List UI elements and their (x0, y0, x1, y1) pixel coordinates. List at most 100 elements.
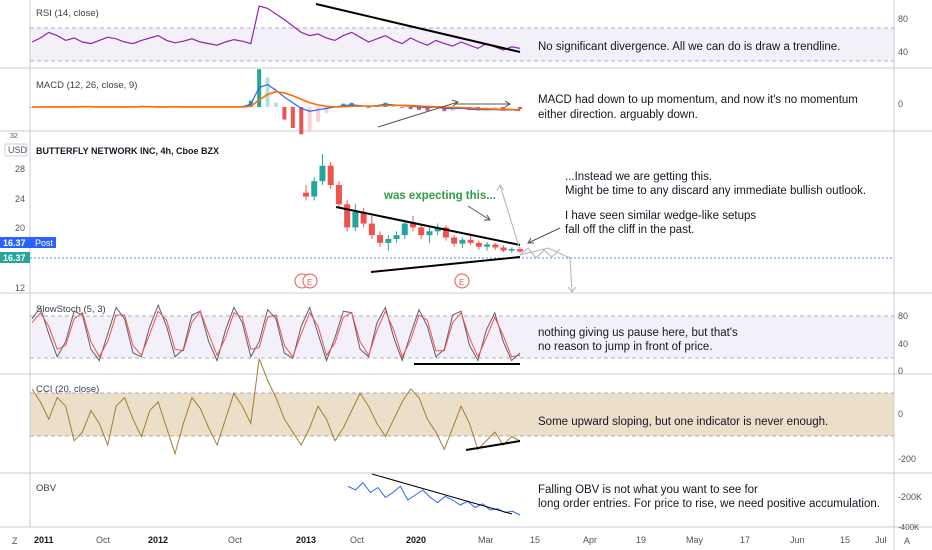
cci-line (31, 358, 521, 456)
price-tick: 24 (15, 194, 25, 204)
macd-histogram-bar (290, 107, 295, 128)
macd-histogram-bar (400, 107, 405, 108)
candle-body (401, 223, 408, 236)
candle-body (377, 235, 384, 243)
obv-label: OBV (36, 483, 57, 494)
rsi-trendline (315, 3, 521, 53)
stoch-series-group (31, 303, 521, 363)
last-price-value: 16.37 (3, 253, 26, 263)
candle-body (500, 247, 507, 251)
stoch-band (30, 316, 894, 358)
macd-histogram-bar (509, 107, 514, 108)
obv-tick: -200K (898, 492, 922, 502)
price-tick: 32 (10, 133, 18, 140)
macd-arrow (377, 99, 460, 128)
price-tick: 28 (15, 164, 25, 174)
rsi-annotation: No significant divergence. All we can do… (538, 41, 840, 53)
candle-body (467, 239, 474, 243)
candle-body (508, 249, 515, 251)
bearish-projection (519, 247, 577, 293)
candle-body (492, 244, 499, 248)
date-tick-label: 2013 (296, 535, 316, 545)
candle-body (410, 223, 416, 228)
price-title: BUTTERFLY NETWORK INC, 4h, Cboe BZX (36, 146, 219, 156)
candle-body (434, 227, 441, 232)
instead-arrow (527, 227, 561, 244)
log-scale-toggle[interactable]: Z (12, 536, 18, 546)
price-lower-trendline (370, 256, 521, 273)
candle-body (475, 242, 482, 247)
candle-body (451, 237, 458, 244)
date-tick-label: 19 (636, 535, 646, 545)
arrows (377, 99, 577, 293)
stoch-d-line (31, 309, 521, 359)
candle-body (352, 212, 359, 228)
candle-body (517, 249, 523, 252)
currency-badge[interactable] (4, 143, 28, 157)
stoch-label: SlowStoch (5, 3) (36, 304, 106, 315)
macd-histogram-bar (324, 107, 329, 114)
macd-annotation-line1: MACD had down to up momentum, and now it… (538, 94, 858, 106)
candle-body (418, 227, 425, 236)
rsi-series-group (31, 5, 521, 51)
date-tick-label: May (686, 535, 704, 545)
price-upper-trendline (335, 206, 521, 246)
candle-body (484, 244, 491, 247)
rsi-line (31, 5, 521, 51)
macd-histogram-bar (391, 105, 396, 107)
candle-body (303, 192, 309, 197)
currency-label: USD (8, 145, 28, 155)
cci-annotation: Some upward sloping, but one indicator i… (538, 416, 828, 428)
obv-annotation-line1: Falling OBV is not what you want to see … (538, 484, 758, 496)
date-tick-label: 2012 (148, 535, 168, 545)
earnings-markers[interactable]: E E (294, 273, 470, 289)
macd-histogram-bar (425, 107, 430, 111)
expecting-arrow (467, 205, 491, 221)
macd-histogram-bar (274, 102, 278, 107)
post-price-value: 16.37 (3, 238, 26, 248)
macd-annotation-line2: either direction. arguably down. (538, 109, 698, 121)
macd-histogram-bar (307, 107, 312, 133)
rsi-label: RSI (14, close) (36, 8, 99, 19)
post-price-tag-label: Post (35, 238, 54, 248)
candle-body (311, 181, 318, 197)
obv-trendline (371, 473, 513, 515)
candle-body (393, 235, 400, 239)
stoch-annotation-line1: nothing giving us pause here, but that's (538, 327, 738, 339)
stoch-tick: 0 (898, 366, 903, 376)
date-tick-label: 15 (840, 535, 850, 545)
macd-histogram-bar (501, 107, 506, 110)
earnings-icon[interactable] (454, 273, 470, 289)
cci-trendline (465, 440, 521, 451)
candle-body (442, 227, 449, 238)
candle-body (344, 204, 351, 228)
date-tick-label: 2011 (34, 535, 54, 545)
date-tick-label: Jul (875, 535, 887, 545)
candle-body (385, 239, 392, 243)
cci-series-group (31, 358, 521, 456)
price-candles-group (303, 154, 523, 253)
cci-tick: 0 (898, 409, 903, 419)
rsi-band (30, 28, 894, 61)
macd-histogram-bar (518, 107, 522, 110)
price-annotation-wedge: I have seen similar wedge-like setups (565, 210, 756, 222)
price-annotation-discard: Might be time to any discard any immedia… (565, 185, 866, 197)
date-tick-label: Mar (478, 535, 494, 545)
macd-histogram-bar (265, 77, 270, 107)
date-tick-label: Jun (790, 535, 805, 545)
obv-tick: -400K (898, 523, 920, 532)
auto-scale-toggle[interactable]: A (904, 536, 910, 546)
post-price-tag (0, 237, 56, 248)
macd-histogram-bar (282, 107, 287, 120)
price-tick: 20 (15, 223, 25, 233)
candle-body (335, 185, 342, 205)
earnings-icon[interactable] (302, 273, 318, 289)
earnings-letter: E (459, 278, 464, 287)
date-tick-label: 15 (530, 535, 540, 545)
drawings (315, 3, 521, 515)
band-lines (30, 27, 894, 437)
candle-body (360, 212, 367, 224)
obv-line (347, 481, 521, 516)
macd-histogram-bar (417, 107, 422, 110)
